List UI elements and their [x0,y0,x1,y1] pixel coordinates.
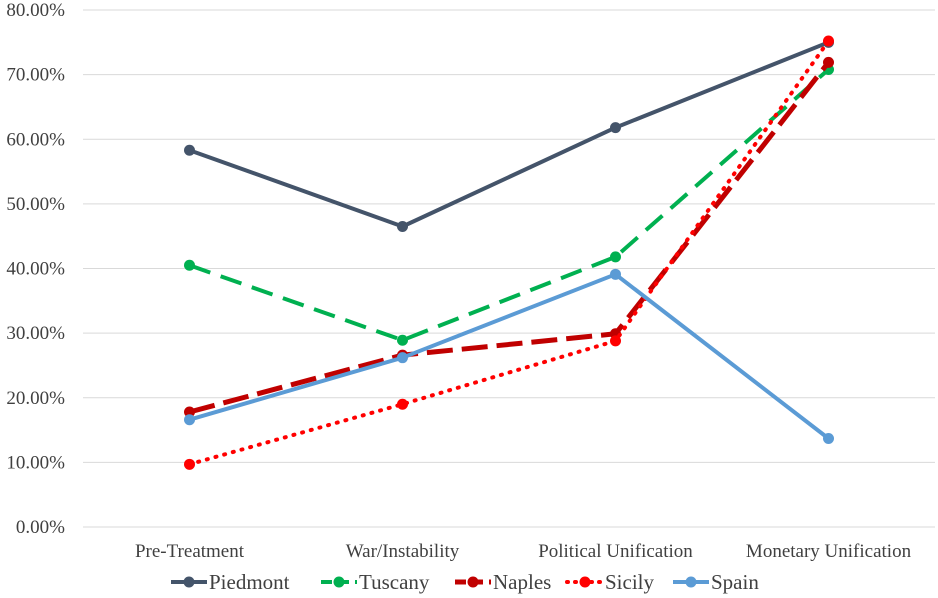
legend-item-tuscany: Tuscany [321,570,430,594]
data-point-sicily [823,35,834,47]
legend-label: Spain [711,570,759,594]
data-point-sicily [397,398,408,410]
gridlines [83,9,935,528]
data-point-tuscany [184,259,195,271]
y-tick-label: 0.00% [16,517,65,538]
series-piedmont [184,36,834,232]
y-tick-label: 40.00% [6,259,65,280]
series-line-spain [188,272,830,441]
data-point-piedmont [610,122,621,134]
legend-label: Tuscany [359,570,430,594]
series-line-piedmont [188,40,830,229]
data-point-spain [823,432,834,444]
y-tick-label: 80.00% [6,0,65,21]
data-point-naples [823,56,834,68]
x-axis-tick-labels: Pre-Treatment War/Instability Political Un… [135,541,912,562]
legend-marker [183,576,195,588]
y-axis-tick-labels: 0.00% 10.00% 20.00% 30.00% 40.00% 50.00% 60.00… [6,0,65,538]
legend-label: Sicily [605,570,655,594]
data-point-sicily [610,335,621,347]
y-tick-label: 20.00% [6,388,65,409]
legend-marker [579,576,591,588]
x-tick-label: Political Unification [538,541,693,562]
series-sicily [184,35,834,470]
legend-marker [685,576,697,588]
data-point-tuscany [610,251,621,263]
data-point-spain [397,352,408,364]
data-point-spain [610,268,621,280]
y-tick-label: 70.00% [6,65,65,86]
legend-item-piedmont: Piedmont [171,570,290,594]
legend-marker [467,576,479,588]
series-tuscany [184,63,834,346]
legend-marker [333,576,345,588]
legend: Piedmont Tuscany Naples Sicily Spain [171,570,759,594]
data-point-naples [184,406,195,418]
legend-item-naples: Naples [455,570,551,594]
y-tick-label: 30.00% [6,323,65,344]
series-spain [184,268,834,444]
legend-item-spain: Spain [673,570,759,594]
x-tick-label: Pre-Treatment [135,541,245,562]
series-line-sicily [187,39,831,467]
series-line-tuscany [188,67,830,343]
series-lines [184,35,834,470]
x-tick-label: War/Instability [346,541,460,562]
series-naples [184,56,834,418]
data-point-piedmont [184,144,195,156]
data-point-sicily [184,458,195,470]
legend-label: Piedmont [209,570,290,594]
data-point-spain [184,414,195,426]
data-point-piedmont [397,220,408,232]
series-line-naples [188,60,831,415]
y-tick-label: 60.00% [6,129,65,150]
y-tick-label: 10.00% [6,452,65,473]
y-tick-label: 50.00% [6,194,65,215]
legend-label: Naples [493,570,551,594]
legend-item-sicily: Sicily [565,570,655,594]
x-tick-label: Monetary Unification [746,541,912,562]
data-point-tuscany [397,334,408,346]
